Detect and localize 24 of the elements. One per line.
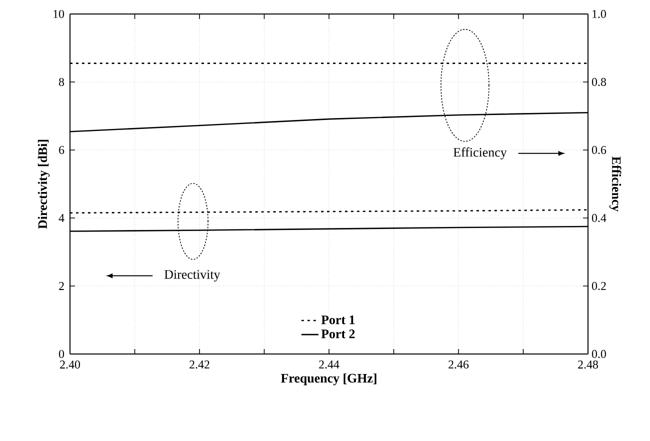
y-tick-label: 4 — [58, 214, 64, 222]
y2-tick-label: 0.8 — [592, 78, 606, 86]
legend-label: Port 1 — [321, 316, 355, 324]
annotation: Directivity — [164, 270, 220, 282]
y2-tick-label: 0.6 — [592, 146, 606, 154]
annotation: Efficiency — [453, 147, 507, 160]
y-tick-label: 0 — [58, 350, 64, 358]
y-tick-label: 8 — [58, 78, 64, 86]
y2-tick-label: 0.4 — [592, 214, 606, 222]
y-tick-label: 6 — [59, 146, 64, 154]
x-tick-label: 2.42 — [190, 360, 210, 369]
y2-tick-label: 0.2 — [592, 282, 606, 290]
y-tick-label: 10 — [54, 10, 64, 18]
y2-tick-label: 1.0 — [592, 10, 606, 18]
x-tick-label: 2.46 — [448, 360, 469, 369]
y2-axis-title: Efficiency — [609, 156, 622, 212]
y-axis-title: Directivity [dBi] — [38, 140, 50, 229]
legend-label: Port 2 — [321, 330, 355, 338]
x-tick-label: 2.44 — [319, 360, 340, 369]
x-tick-label: 2.48 — [578, 360, 598, 369]
y2-tick-label: 0.0 — [592, 350, 606, 358]
x-tick-label: 2.40 — [60, 360, 80, 369]
x-axis-title: Frequency [GHz] — [280, 373, 376, 386]
y-tick-label: 2 — [59, 282, 64, 290]
